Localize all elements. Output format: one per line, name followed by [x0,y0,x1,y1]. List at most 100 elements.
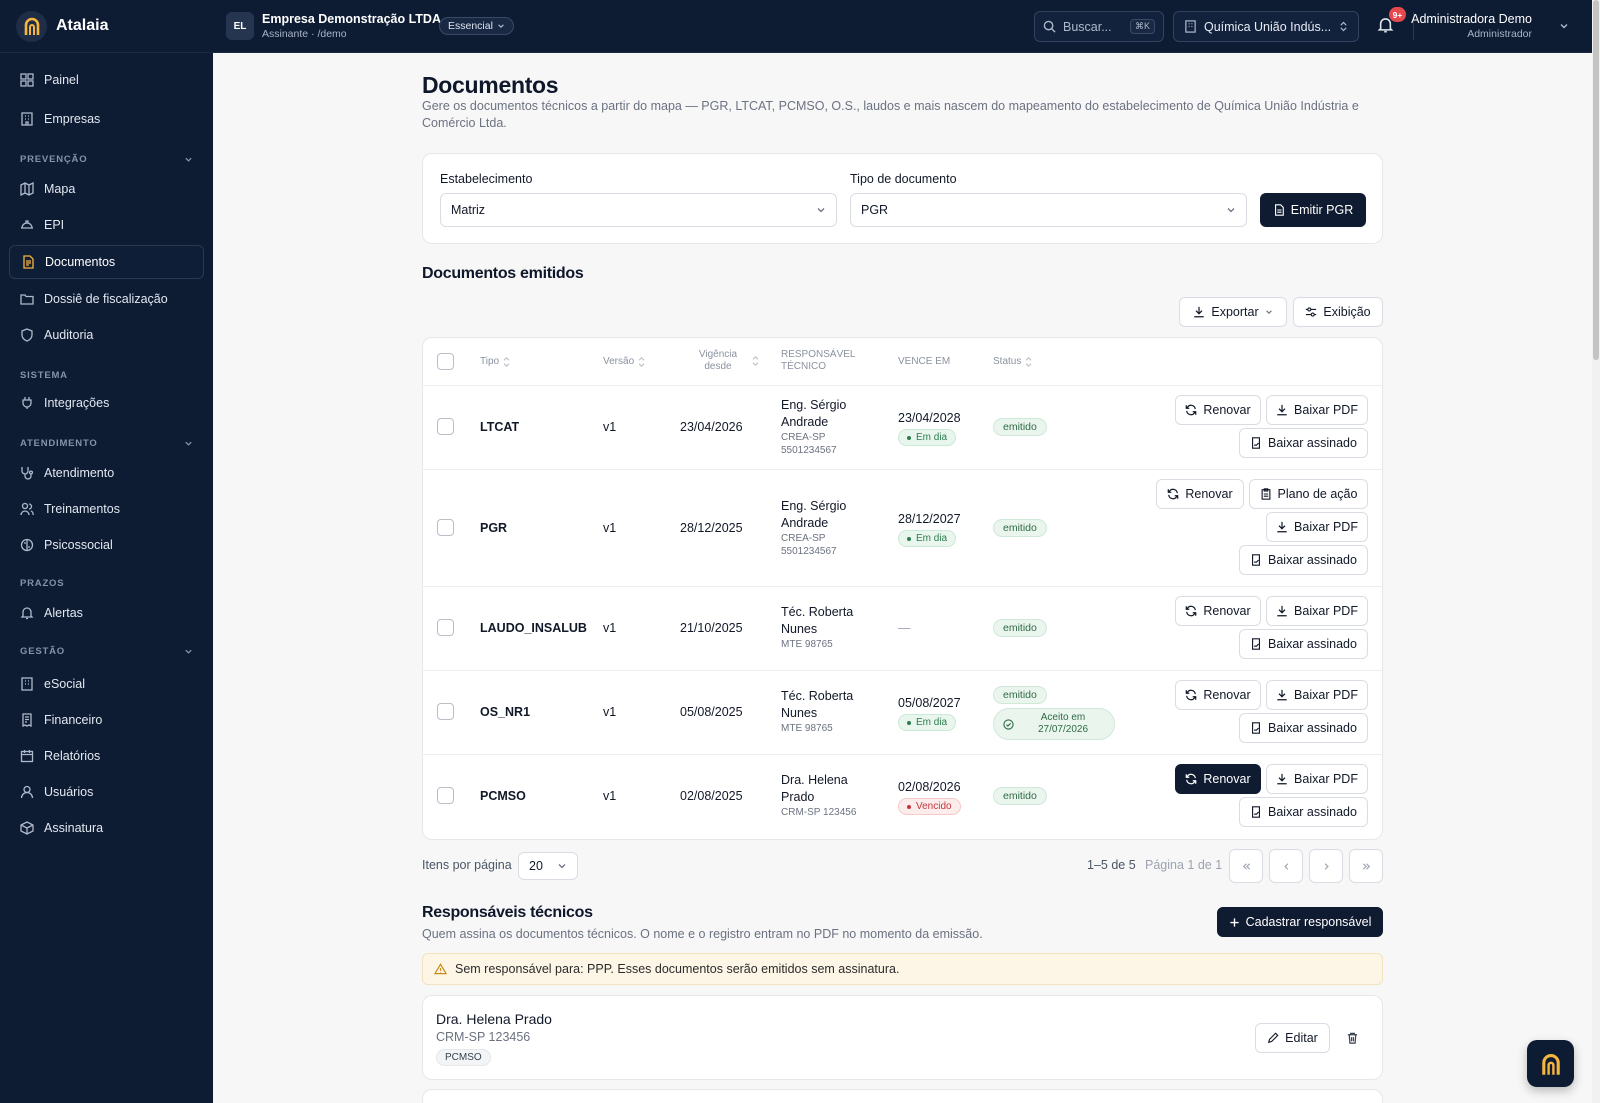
sidebar-section-gestao[interactable]: GESTÃO [20,646,193,657]
page-description: Gere os documentos técnicos a partir do … [422,99,1359,130]
status-badge: emitido [993,519,1047,537]
establishment-select[interactable]: Química União Indús... [1173,11,1359,42]
sidebar-section-sistema: SISTEMA [20,370,193,381]
sidebar-item-financeiro[interactable]: Financeiro [9,703,204,737]
row-checkbox[interactable] [437,787,454,804]
next-page-button[interactable] [1309,849,1343,883]
edit-responsavel-button[interactable]: Editar [1255,1023,1330,1053]
row-divider [423,670,1382,671]
renovar-button[interactable]: Renovar [1175,596,1261,626]
column-header-vigencia[interactable]: Vigência desde [688,349,772,373]
baixar-pdf-button[interactable]: Baixar PDF [1266,596,1368,626]
missing-responsible-warning: Sem responsável para: PPP. Esses documen… [422,953,1383,985]
hardhat-icon [21,220,33,229]
baixar-pdf-button[interactable]: Baixar PDF [1266,512,1368,542]
chevron-down-icon[interactable] [1559,21,1569,31]
plano-acao-button[interactable]: Plano de ação [1249,479,1368,509]
column-header-tipo[interactable]: Tipo [480,356,510,368]
brand[interactable]: Atalaia [0,0,213,53]
sidebar-section-atendimento[interactable]: ATENDIMENTO [20,438,193,449]
per-page-label: Itens por página [422,858,512,872]
sidebar-item-empresas[interactable]: Empresas [9,102,204,136]
sidebar-item-treinamentos[interactable]: Treinamentos [9,492,204,526]
sidebar-item-auditoria[interactable]: Auditoria [9,318,204,352]
refresh-icon [1186,689,1197,701]
sidebar-section-prevencao[interactable]: PREVENÇÃO [20,154,193,165]
renovar-label: Renovar [1203,403,1251,417]
export-button[interactable]: Exportar [1179,297,1287,327]
first-page-button[interactable] [1229,849,1263,883]
org-name[interactable]: Empresa Demonstração LTDA [262,12,441,26]
sidebar-item-integracoes[interactable]: Integrações [9,386,204,420]
sort-icon [638,357,645,367]
renovar-button[interactable]: Renovar [1175,764,1261,794]
baixar-assinado-button[interactable]: Baixar assinado [1239,428,1368,458]
baixar-assinado-button[interactable]: Baixar assinado [1239,629,1368,659]
baixar-assinado-button[interactable]: Baixar assinado [1239,797,1368,827]
per-page-select[interactable]: 20 [518,852,578,880]
row-checkbox[interactable] [437,619,454,636]
sidebar-item-atendimento[interactable]: Atendimento [9,456,204,490]
accepted-label: Aceito em [1040,712,1086,723]
baixar-pdf-button[interactable]: Baixar PDF [1266,395,1368,425]
renovar-button[interactable]: Renovar [1175,680,1261,710]
sidebar: Atalaia Painel Empresas PREVENÇÃO Mapa E… [0,0,213,1103]
sidebar-item-epi[interactable]: EPI [9,208,204,242]
vencido-badge: Vencido [898,798,961,815]
last-page-button[interactable] [1349,849,1383,883]
baixar-pdf-button[interactable]: Baixar PDF [1266,764,1368,794]
tipo-select[interactable]: PGR [850,193,1247,227]
assistant-fab[interactable] [1527,1040,1574,1087]
column-header-versao[interactable]: Versão [603,356,645,368]
column-label: Status [993,356,1022,367]
select-all-checkbox[interactable] [437,353,454,370]
scrollbar-track[interactable] [1592,0,1600,1103]
plan-badge[interactable]: Essencial [439,17,514,35]
row-checkbox[interactable] [437,703,454,720]
column-header-status[interactable]: Status [993,356,1032,368]
row-checkbox[interactable] [437,519,454,536]
doc-vigencia: 05/08/2025 [680,705,743,719]
renovar-button[interactable]: Renovar [1156,479,1244,509]
scrollbar-thumb[interactable] [1593,0,1599,360]
stethoscope-icon [21,467,34,480]
sidebar-item-esocial[interactable]: eSocial [9,667,204,701]
renovar-button[interactable]: Renovar [1175,395,1261,425]
user-name[interactable]: Administradora Demo [1411,12,1532,26]
row-checkbox[interactable] [437,418,454,435]
notifications-bell-icon[interactable] [1377,16,1394,34]
sidebar-item-relatorios[interactable]: Relatórios [9,739,204,773]
signed-document-icon [1252,806,1261,818]
documents-table: Tipo Versão Vigência desde RESPONSÁVEL T… [422,337,1383,840]
sidebar-item-painel[interactable]: Painel [9,63,204,97]
sidebar-item-assinatura[interactable]: Assinatura [9,811,204,845]
sidebar-item-alertas[interactable]: Alertas [9,596,204,630]
doc-tipo: OS_NR1 [480,705,531,719]
doc-versao: v1 [603,521,617,535]
add-responsavel-button[interactable]: Cadastrar responsável [1217,907,1383,937]
emit-pgr-button[interactable]: Emitir PGR [1260,193,1366,227]
baixar-pdf-button[interactable]: Baixar PDF [1266,680,1368,710]
estab-label: Estabelecimento [440,172,533,186]
sidebar-item-usuarios[interactable]: Usuários [9,775,204,809]
sidebar-item-psicossocial[interactable]: Psicossocial [9,528,204,562]
download-icon [1277,773,1287,785]
brain-icon [20,538,34,552]
org-avatar[interactable]: EL [226,12,254,40]
trash-icon[interactable] [1346,1031,1359,1045]
sidebar-item-mapa[interactable]: Mapa [9,172,204,206]
display-options-button[interactable]: Exibição [1293,297,1383,327]
em-dia-badge: Em dia [898,530,957,547]
sidebar-item-documentos[interactable]: Documentos [9,245,204,279]
section-label: PRAZOS [20,578,65,589]
global-search[interactable]: Buscar... ⌘K [1034,11,1164,42]
plus-icon [1229,917,1239,927]
sidebar-item-dossie[interactable]: Dossiê de fiscalização [9,282,204,316]
baixar-assinado-button[interactable]: Baixar assinado [1239,713,1368,743]
signed-document-icon [1252,722,1261,734]
sidebar-item-label: EPI [44,218,65,232]
estab-select[interactable]: Matriz [440,193,837,227]
doc-versao: v1 [603,621,617,635]
prev-page-button[interactable] [1269,849,1303,883]
baixar-assinado-button[interactable]: Baixar assinado [1239,545,1368,575]
